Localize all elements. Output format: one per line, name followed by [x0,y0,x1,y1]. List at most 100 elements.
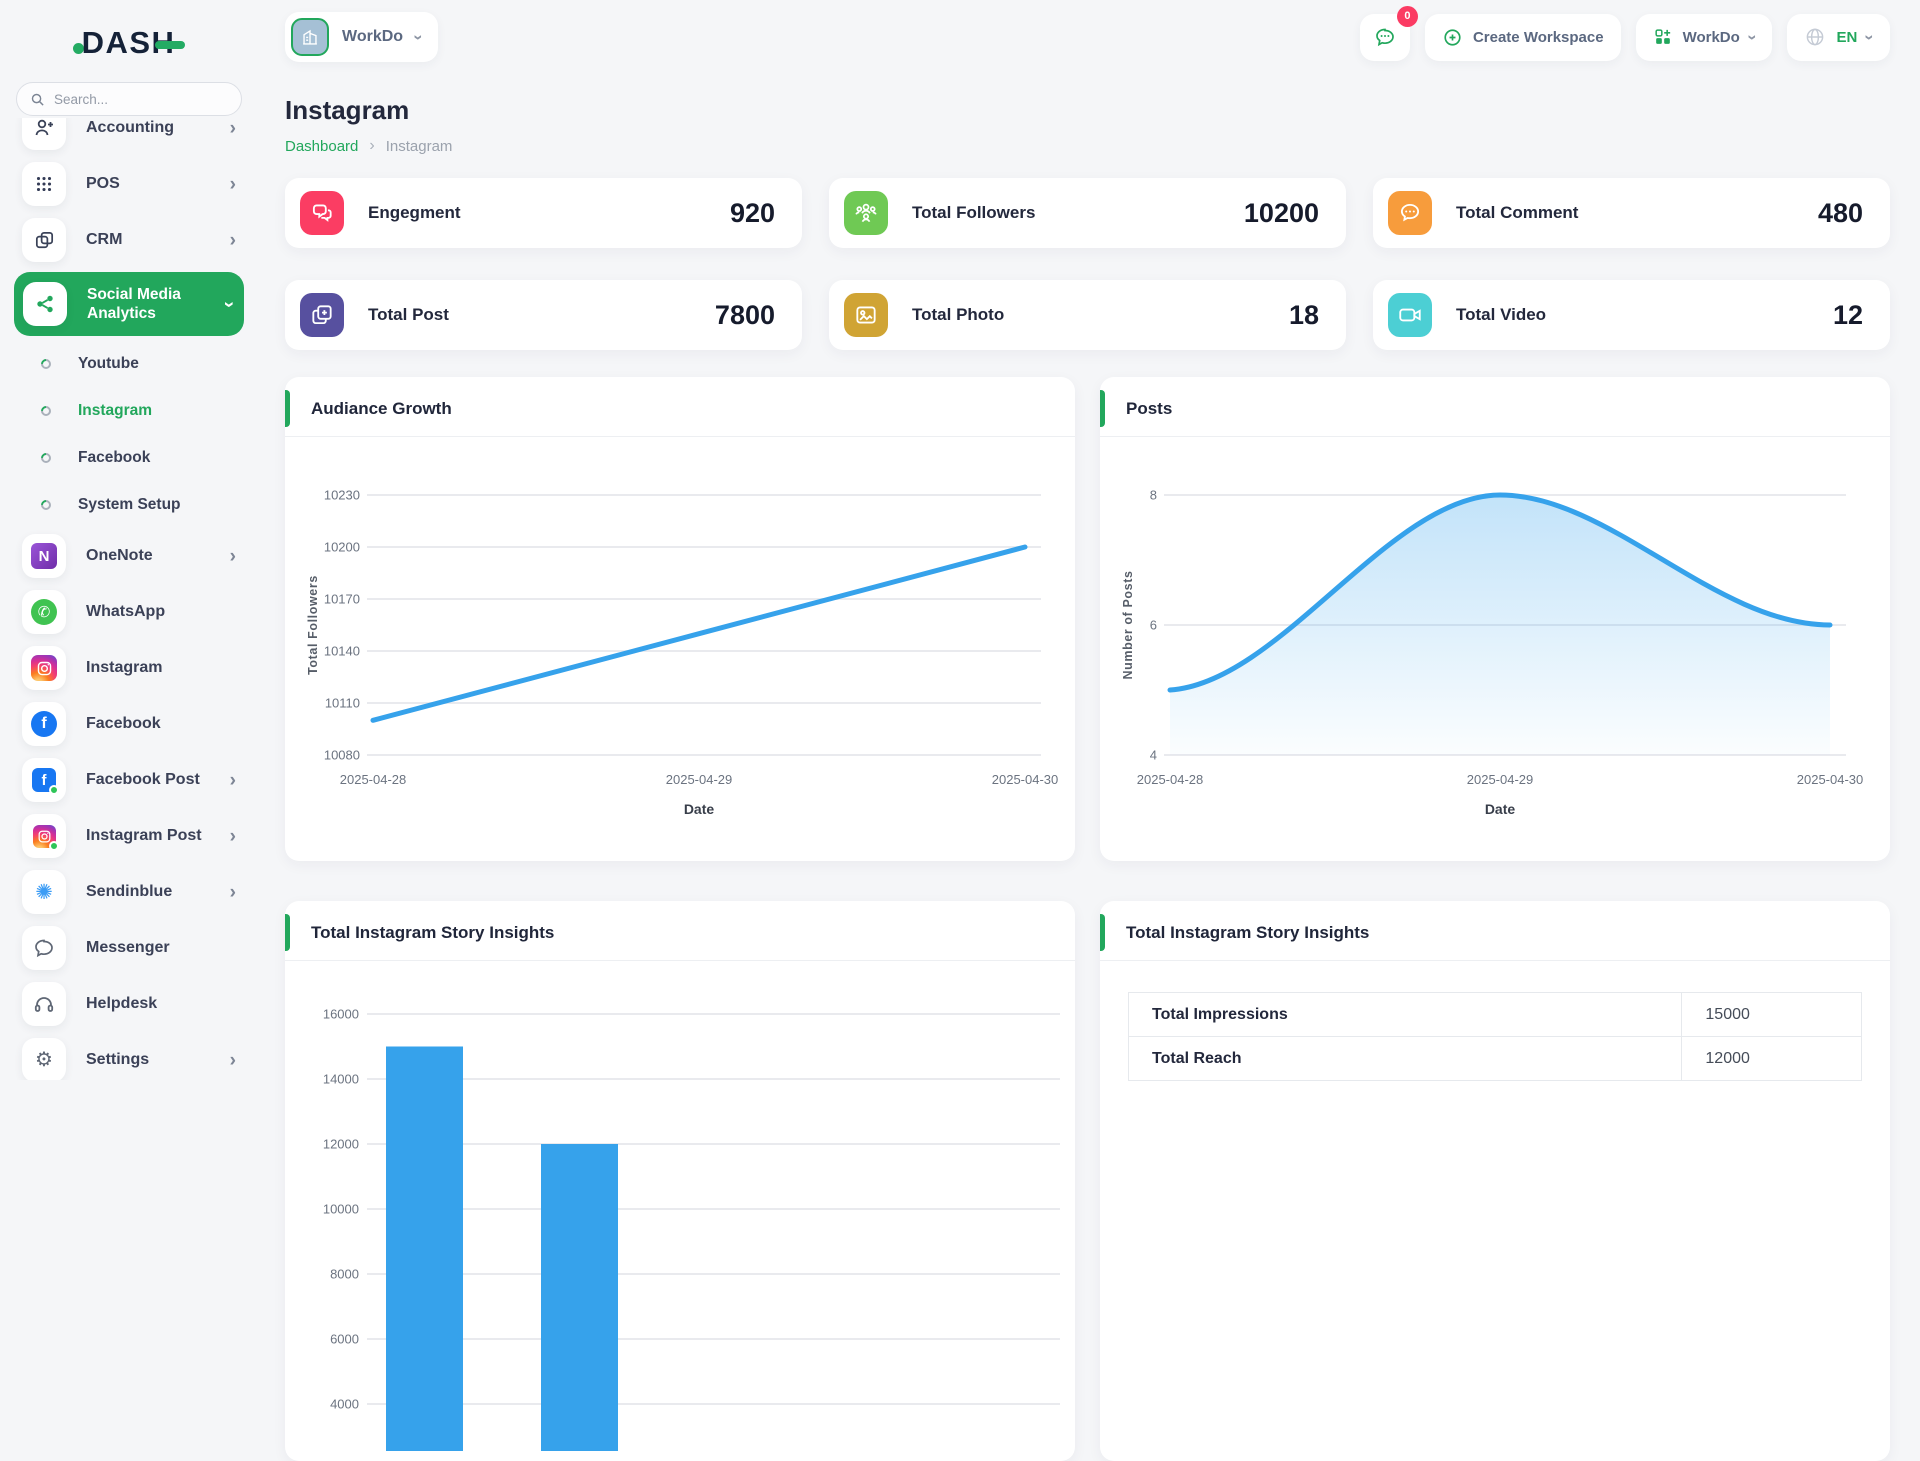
chevron-right-icon: › [229,825,236,847]
accent-bar [1100,390,1105,427]
svg-text:4: 4 [1150,748,1157,763]
audience-growth-card: Audiance Growth 10080 10110 10140 10170 1020… [285,377,1075,861]
search-box[interactable] [16,82,242,116]
sidebar-item-accounting[interactable]: Accounting › [15,118,243,156]
sidebar-item-whatsapp[interactable]: ✆ WhatsApp [15,584,243,640]
logo-dot-icon [72,42,84,54]
language-code: EN [1836,28,1858,46]
chat-engagement-icon [300,191,344,235]
headphones-icon [22,982,66,1026]
sidebar-item-instagram-app[interactable]: Instagram [15,640,243,696]
topbar: WorkDo › 0 Create Workspace WorkDo [285,5,1890,62]
search-icon [30,92,45,107]
stat-cards: Engegment 920 Total Followers 10200 Tota… [285,178,1890,350]
sidebar-item-crm[interactable]: CRM › [15,212,243,268]
stat-card-total-video: Total Video 12 [1373,280,1890,350]
messages-button[interactable]: 0 [1359,5,1418,61]
stat-card-total-photo: Total Photo 18 [829,280,1346,350]
create-workspace-button[interactable]: Create Workspace [1424,13,1621,61]
sidebar-item-settings[interactable]: ⚙ Settings › [15,1032,243,1080]
svg-text:10080: 10080 [324,748,360,763]
sidebar-item-sendinblue[interactable]: ✺ Sendinblue › [15,864,243,920]
main-content: WorkDo › 0 Create Workspace WorkDo [258,0,1920,1461]
story-insights-table-card: Total Instagram Story Insights Total Imp… [1100,901,1890,1461]
card-title: Audiance Growth [311,399,452,418]
charts-row: Audiance Growth 10080 10110 10140 10170 1020… [285,377,1890,861]
search-input[interactable] [54,91,228,107]
bullet-ring-icon [38,497,54,512]
bottom-row: Total Instagram Story Insights 16000 1400… [285,901,1890,1461]
sidebar-subitem-system-setup[interactable]: System Setup [15,481,243,528]
instagram-icon [22,646,66,690]
sidebar-subitem-youtube[interactable]: Youtube [15,340,243,387]
sidebar: DASH Accounting › POS › [0,0,258,1080]
svg-text:2025-04-30: 2025-04-30 [1797,772,1864,787]
chevron-down-icon: › [1743,34,1763,40]
grid-plus-icon [1653,27,1673,47]
chevron-right-icon: › [229,769,236,791]
card-title: Total Instagram Story Insights [311,923,555,942]
sidebar-item-instagram-post[interactable]: Instagram Post › [15,808,243,864]
table-row: Total Impressions 15000 [1127,992,1862,1037]
language-selector[interactable]: EN › [1787,13,1890,61]
svg-text:10110: 10110 [325,696,360,711]
svg-text:Number of Posts: Number of Posts [1121,570,1135,679]
svg-text:2025-04-28: 2025-04-28 [340,772,407,787]
svg-text:16000: 16000 [323,1007,359,1022]
comment-icon [1388,191,1432,235]
sidebar-item-label: Accounting [86,119,174,136]
sidebar-item-facebook-app[interactable]: f Facebook [15,696,243,752]
user-plus-icon [22,118,66,150]
sidebar-subitem-facebook[interactable]: Facebook [15,434,243,481]
stat-card-total-comment: Total Comment 480 [1373,178,1890,248]
accent-bar [285,390,290,427]
logo-dash-icon [155,41,186,49]
bullet-ring-icon [38,403,54,418]
audience-growth-chart: 10080 10110 10140 10170 10200 10230 2025-04-28… [306,488,1059,818]
sidebar-item-onenote[interactable]: N OneNote › [15,528,243,584]
accent-bar [1100,914,1105,951]
sidebar-item-social-media-analytics[interactable]: Social Media Analytics › [14,272,244,336]
app-logo[interactable]: DASH [72,25,186,61]
svg-text:2025-04-30: 2025-04-30 [992,772,1059,787]
chevron-down-icon: › [218,300,240,308]
facebook-post-icon: f [22,758,66,802]
green-dot-icon [48,840,59,851]
workdo-menu-button[interactable]: WorkDo › [1635,13,1773,61]
topbar-actions: 0 Create Workspace WorkDo › EN [1359,5,1890,61]
story-insights-chart-card: Total Instagram Story Insights 16000 1400… [285,901,1075,1461]
breadcrumb: Dashboard › Instagram [285,137,1890,155]
svg-text:8: 8 [1150,488,1157,503]
sidebar-item-messenger[interactable]: Messenger [15,920,243,976]
svg-text:Date: Date [1485,801,1516,817]
sidebar-subitem-instagram[interactable]: Instagram [15,387,243,434]
sidebar-item-helpdesk[interactable]: Helpdesk [15,976,243,1032]
svg-text:2025-04-29: 2025-04-29 [666,772,733,787]
facebook-icon: f [22,702,66,746]
video-icon [1388,293,1432,337]
bullet-ring-icon [38,356,54,371]
gear-icon: ⚙ [22,1038,66,1080]
share-nodes-icon [23,282,67,326]
followers-icon [844,191,888,235]
notification-badge: 0 [1396,5,1418,27]
post-icon [300,293,344,337]
instagram-post-icon [22,814,66,858]
svg-text:8000: 8000 [330,1267,359,1282]
svg-text:10230: 10230 [324,488,360,503]
sidebar-item-facebook-post[interactable]: f Facebook Post › [15,752,243,808]
chevron-right-icon: › [229,881,236,903]
grid-dots-icon [22,162,66,206]
svg-text:10170: 10170 [324,592,360,607]
chevron-down-icon: › [409,34,429,40]
sidebar-item-pos[interactable]: POS › [15,156,243,212]
svg-text:6000: 6000 [330,1332,359,1347]
card-header: Posts [1100,377,1890,437]
svg-text:6: 6 [1150,618,1157,633]
sendinblue-icon: ✺ [22,870,66,914]
svg-text:Date: Date [684,801,715,817]
breadcrumb-dashboard-link[interactable]: Dashboard [285,137,359,155]
card-header: Audiance Growth [285,377,1075,437]
chevron-right-icon: › [229,545,236,567]
workspace-selector[interactable]: WorkDo › [285,12,438,62]
